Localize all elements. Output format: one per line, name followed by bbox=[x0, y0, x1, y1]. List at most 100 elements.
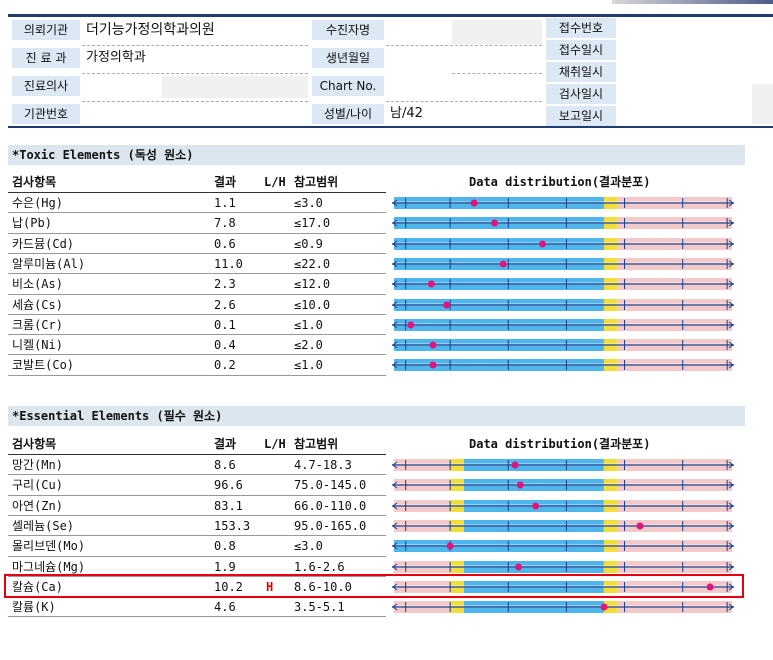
col-lh-header: L/H bbox=[264, 437, 286, 451]
result-marker bbox=[706, 583, 714, 591]
reference-range: 8.6-10.0 bbox=[294, 579, 352, 594]
result-value: 10.2 bbox=[214, 579, 243, 594]
col-item-header: 검사항목 bbox=[12, 437, 57, 451]
orgno-label: 기관번호 bbox=[12, 104, 80, 124]
axis-arrow-icon bbox=[392, 260, 398, 268]
row-rule bbox=[8, 555, 386, 557]
element-name: 세슘(Cs) bbox=[12, 297, 63, 312]
result-marker bbox=[515, 563, 523, 570]
result-value: 0.6 bbox=[214, 236, 236, 251]
result-marker bbox=[516, 481, 524, 489]
element-name: 카드뮴(Cd) bbox=[12, 236, 75, 251]
distribution-bar bbox=[392, 234, 734, 254]
col-lh-header: L/H bbox=[264, 175, 286, 189]
header-separator bbox=[452, 73, 542, 74]
element-name: 크롬(Cr) bbox=[12, 317, 63, 332]
row-rule bbox=[8, 334, 386, 336]
axis-arrow-icon bbox=[392, 603, 398, 611]
axis-arrow-icon bbox=[728, 481, 734, 489]
distribution-bar bbox=[392, 315, 734, 335]
reference-range: 4.7-18.3 bbox=[294, 458, 352, 472]
row-rule bbox=[8, 474, 386, 476]
toxic-section-title: *Toxic Elements (독성 원소) bbox=[8, 145, 745, 165]
axis-arrow-icon bbox=[392, 361, 398, 369]
result-value: 2.6 bbox=[214, 297, 236, 312]
receipt-no-label: 접수번호 bbox=[546, 18, 616, 38]
reference-range: ≤17.0 bbox=[294, 216, 331, 231]
result-marker bbox=[443, 301, 451, 308]
axis-arrow-icon bbox=[392, 280, 398, 288]
row-rule bbox=[8, 313, 386, 315]
header-decoration bbox=[612, 0, 773, 4]
distribution-bar bbox=[392, 516, 734, 536]
axis-arrow-icon bbox=[728, 301, 734, 308]
axis-arrow-icon bbox=[392, 522, 398, 530]
element-name: 칼륨(K) bbox=[12, 600, 56, 615]
axis-arrow-icon bbox=[728, 502, 734, 509]
axis-arrow-icon bbox=[728, 219, 734, 227]
axis-arrow-icon bbox=[728, 583, 734, 591]
result-marker bbox=[446, 542, 454, 550]
col-ref-header: 참고범위 bbox=[294, 437, 339, 451]
header-separator bbox=[386, 101, 542, 102]
row-rule bbox=[8, 575, 386, 577]
header-separator bbox=[82, 45, 308, 46]
axis-arrow-icon bbox=[392, 240, 398, 247]
distribution-bar bbox=[392, 536, 734, 556]
element-name: 셀레늄(Se) bbox=[12, 518, 75, 533]
reference-range: 66.0-110.0 bbox=[294, 498, 367, 513]
collection-date-label: 채취일시 bbox=[546, 62, 616, 82]
result-value: 0.8 bbox=[214, 539, 236, 554]
report-date-label: 보고일시 bbox=[546, 106, 616, 126]
axis-arrow-icon bbox=[728, 321, 734, 329]
col-item-header: 검사항목 bbox=[12, 175, 57, 189]
header-bottom-rule bbox=[8, 126, 773, 128]
element-name: 칼슘(Ca) bbox=[12, 579, 63, 594]
row-rule bbox=[8, 494, 386, 496]
result-marker bbox=[532, 502, 540, 510]
result-marker bbox=[600, 603, 608, 611]
distribution-bar bbox=[392, 475, 734, 495]
col-dist-header: Data distribution(결과분포) bbox=[469, 437, 651, 451]
doctor-label: 진료의사 bbox=[12, 76, 80, 96]
reference-range: 3.5-5.1 bbox=[294, 600, 345, 615]
calcium-highlight-box bbox=[4, 574, 744, 598]
distribution-bar bbox=[392, 254, 734, 274]
result-value: 7.8 bbox=[214, 216, 236, 231]
reference-range: ≤0.9 bbox=[294, 236, 323, 251]
result-marker bbox=[538, 240, 546, 248]
row-rule bbox=[8, 293, 386, 295]
institution-label: 의뢰기관 bbox=[12, 20, 80, 40]
axis-arrow-icon bbox=[728, 280, 734, 288]
sexage-value: 남/42 bbox=[390, 106, 423, 121]
result-marker bbox=[491, 219, 499, 227]
element-name: 니켈(Ni) bbox=[12, 338, 63, 353]
element-name: 코발트(Co) bbox=[12, 358, 75, 373]
row-rule bbox=[8, 273, 386, 275]
doctor-value-box bbox=[162, 76, 308, 98]
row-rule bbox=[8, 232, 386, 234]
essential-section-title: *Essential Elements (필수 원소) bbox=[8, 406, 745, 426]
axis-arrow-icon bbox=[392, 219, 398, 227]
result-marker bbox=[429, 341, 437, 349]
table-header-rule bbox=[8, 192, 386, 193]
axis-arrow-icon bbox=[728, 542, 734, 550]
row-rule bbox=[8, 514, 386, 516]
distribution-bar bbox=[392, 213, 734, 233]
chart-label: Chart No. bbox=[312, 76, 384, 96]
axis-arrow-icon bbox=[392, 583, 398, 591]
col-ref-header: 참고범위 bbox=[294, 175, 339, 189]
axis-arrow-icon bbox=[728, 563, 734, 570]
reference-range: 75.0-145.0 bbox=[294, 478, 367, 493]
axis-arrow-icon bbox=[392, 461, 398, 469]
distribution-bar bbox=[392, 557, 734, 577]
distribution-bar bbox=[392, 335, 734, 355]
result-marker bbox=[636, 522, 644, 530]
reference-range: ≤10.0 bbox=[294, 297, 331, 312]
recipient-value-box bbox=[452, 20, 542, 44]
axis-arrow-icon bbox=[728, 260, 734, 268]
element-name: 몰리브덴(Mo) bbox=[12, 539, 86, 554]
row-rule bbox=[8, 374, 386, 376]
axis-arrow-icon bbox=[392, 199, 398, 207]
reference-range: ≤22.0 bbox=[294, 256, 331, 271]
